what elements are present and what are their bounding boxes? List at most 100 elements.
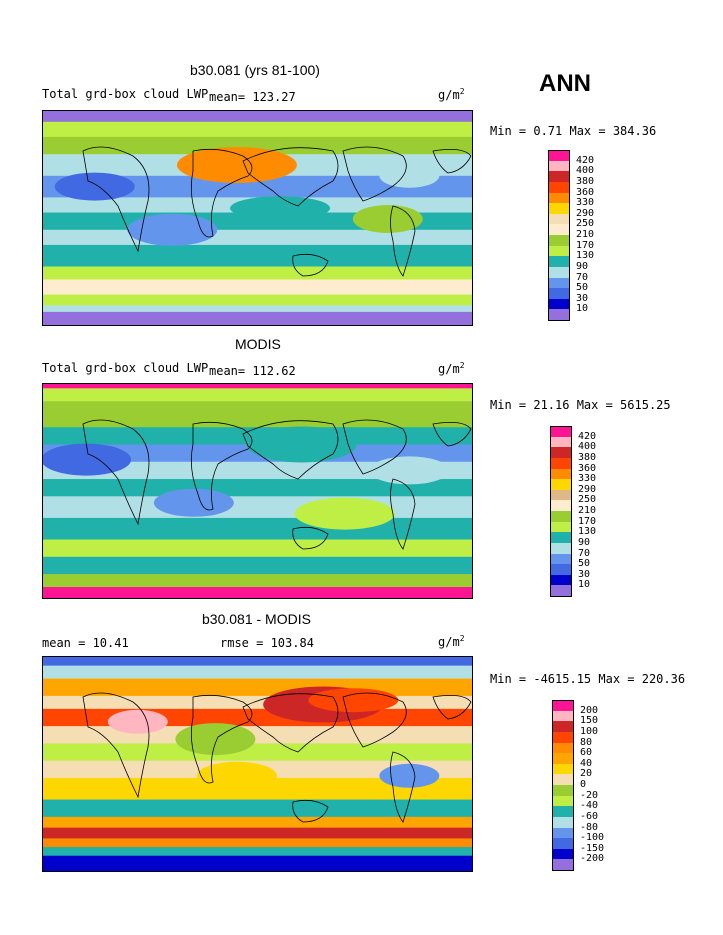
map-band <box>43 401 472 428</box>
colorbar-level-label: -200 <box>580 853 605 865</box>
panel1-units: g/m2 <box>438 87 465 102</box>
colorbar-swatch <box>552 763 574 775</box>
coastline <box>432 421 472 447</box>
colorbar-swatch <box>548 256 570 268</box>
colorbar-level-label: 90 <box>576 260 589 272</box>
colorbar-swatch <box>552 795 574 807</box>
coastline <box>342 419 407 475</box>
colorbar-level-label: 380 <box>578 451 597 463</box>
panel3-colorbar: 200 150 100 80 60 40 20 0 -20 -40 -60 -80 -100 -150 -2… <box>552 700 612 871</box>
colorbar-swatch <box>548 171 570 183</box>
colorbar-level-label: 80 <box>580 736 593 748</box>
map-band <box>43 175 472 198</box>
colorbar-level-label: 250 <box>576 218 595 230</box>
colorbar-swatch <box>548 160 570 172</box>
map-band <box>43 743 472 762</box>
map-band <box>43 111 472 123</box>
colorbar-swatch <box>552 838 574 850</box>
panel1-mean: mean= 123.27 <box>209 90 296 104</box>
colorbar-swatch <box>552 753 574 765</box>
colorbar-swatch <box>550 479 572 491</box>
map-band <box>43 827 472 839</box>
colorbar-level-label: -40 <box>580 800 599 812</box>
colorbar-level-label: 70 <box>578 547 591 559</box>
colorbar-swatch <box>552 859 574 871</box>
panel3-minmax: Min = -4615.15 Max = 220.36 <box>490 672 686 686</box>
colorbar-swatch <box>550 585 572 597</box>
colorbar-level-label: 420 <box>578 430 597 442</box>
coastline <box>242 420 339 480</box>
map-band <box>43 384 472 389</box>
panel3-title: b30.081 - MODIS <box>202 611 311 627</box>
colorbar-swatch <box>550 426 572 438</box>
colorbar-level-label: 30 <box>578 568 591 580</box>
colorbar-level-label: 290 <box>576 207 595 219</box>
map-field-region <box>43 443 132 476</box>
colorbar-swatch <box>552 816 574 828</box>
colorbar-swatch <box>550 553 572 565</box>
colorbar-swatch <box>548 181 570 193</box>
map-field-region <box>127 213 218 246</box>
panel2-map <box>42 383 473 599</box>
colorbar-swatch <box>550 564 572 576</box>
map-band <box>43 708 472 727</box>
colorbar-level-label: 360 <box>578 462 597 474</box>
colorbar-swatch <box>552 848 574 860</box>
coastline <box>342 146 407 202</box>
map-field-region <box>176 147 297 183</box>
coastline <box>242 693 339 753</box>
colorbar-level-label: 100 <box>580 725 599 737</box>
colorbar-level-label: 60 <box>580 747 593 759</box>
colorbar-swatch <box>550 511 572 523</box>
colorbar-level-label: 420 <box>576 154 595 166</box>
map-band <box>43 657 472 667</box>
colorbar-swatch <box>552 710 574 722</box>
colorbar-swatch <box>552 742 574 754</box>
colorbar-level-label: 210 <box>578 505 597 516</box>
map-band <box>43 847 472 857</box>
coastline <box>432 148 472 174</box>
coastline <box>390 205 416 277</box>
panel2-mean: mean= 112.62 <box>209 364 296 378</box>
map-band <box>43 517 472 541</box>
colorbar-level-label: 30 <box>576 292 589 304</box>
colorbar-level-label: 130 <box>578 526 597 538</box>
colorbar-swatch <box>550 457 572 469</box>
colorbar-level-label: 50 <box>576 282 589 294</box>
map-field-region <box>308 688 399 713</box>
colorbar-swatch <box>548 150 570 162</box>
map-band <box>43 574 472 588</box>
colorbar-level-label: 50 <box>578 558 591 570</box>
colorbar-level-label: -80 <box>580 821 599 833</box>
colorbar-level-label: 200 <box>580 704 599 716</box>
colorbar-level-label: -60 <box>580 810 599 822</box>
colorbar-level-label: 400 <box>578 441 597 453</box>
map-band <box>43 587 472 598</box>
colorbar-level-label: 0 <box>580 779 587 790</box>
colorbar-swatch <box>548 192 570 204</box>
colorbar-swatch <box>550 500 572 512</box>
map-band <box>43 279 472 296</box>
panel3-mean: mean = 10.41 <box>42 636 129 650</box>
panel3-units: g/m2 <box>438 634 465 649</box>
colorbar-swatch <box>550 521 572 533</box>
colorbar-swatch <box>552 827 574 839</box>
map-band <box>43 305 472 313</box>
map-band <box>43 244 472 268</box>
panel2-units: g/m2 <box>438 361 465 376</box>
colorbar-swatch <box>548 298 570 310</box>
colorbar-level-label: 70 <box>576 271 589 283</box>
colorbar-level-label: 330 <box>578 473 597 485</box>
panel1-variable: Total grd-box cloud LWP <box>42 87 209 101</box>
coastline <box>390 478 416 550</box>
colorbar-level-label: 10 <box>576 303 589 315</box>
map-field-region <box>379 763 440 788</box>
colorbar-swatch <box>552 785 574 797</box>
colorbar-level-label: 170 <box>578 515 597 527</box>
panel2-minmax: Min = 21.16 Max = 5615.25 <box>490 398 671 412</box>
map-field-region <box>175 723 256 756</box>
colorbar-level-label: -150 <box>580 842 605 854</box>
map-band <box>43 461 472 480</box>
colorbar-level-label: 380 <box>576 175 595 187</box>
coastline <box>242 147 339 207</box>
